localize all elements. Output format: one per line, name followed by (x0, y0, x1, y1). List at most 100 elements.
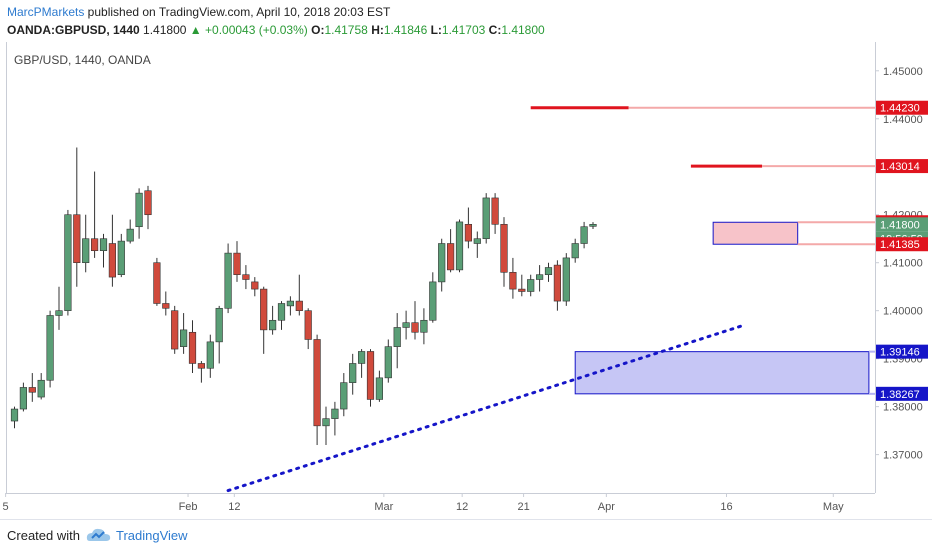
candle (589, 222, 597, 229)
candle-body (251, 281, 259, 290)
ascending-trendline (226, 323, 746, 493)
candle (197, 361, 206, 383)
y-tick-label: 1.45000 (883, 66, 923, 78)
price-level-tag (876, 386, 928, 401)
candle (135, 188, 143, 239)
close-label: C: (488, 23, 502, 37)
candle-body (233, 252, 241, 275)
candle-body (99, 238, 108, 252)
candle (180, 313, 188, 354)
candle-body (455, 221, 464, 271)
x-tick-label: 5 (3, 501, 9, 513)
candle (64, 209, 72, 316)
y-tick-label: 1.38000 (883, 402, 923, 414)
candle-body (446, 243, 455, 271)
candle-body (402, 322, 410, 328)
candle (126, 219, 134, 244)
candle (277, 301, 286, 330)
candle (268, 305, 277, 335)
candle (420, 308, 428, 345)
candle (464, 207, 473, 249)
open-label: O: (311, 23, 325, 37)
high-label: H: (371, 23, 384, 37)
candle (473, 231, 481, 258)
price-level-label: 1.41800 (880, 219, 920, 231)
publish-line: MarcPMarkets published on TradingView.co… (7, 5, 390, 19)
x-tick-label: May (823, 501, 844, 513)
tradingview-cloud-icon (86, 528, 111, 541)
candle (91, 171, 99, 258)
x-tick-label: Feb (179, 501, 198, 513)
candle-body (19, 387, 28, 410)
candle (295, 274, 303, 316)
candle (117, 233, 125, 278)
candle (580, 221, 588, 249)
candle-body (64, 214, 72, 311)
candle (357, 349, 366, 378)
candle-body (108, 243, 116, 278)
candle-body (438, 243, 446, 283)
candle (19, 382, 28, 412)
candle-body (180, 329, 188, 347)
candle-body (393, 327, 401, 347)
candle (171, 305, 179, 354)
low-value: 1.41703 (441, 23, 486, 37)
candle (233, 241, 241, 282)
high-value: 1.41846 (383, 23, 428, 37)
candle-body (535, 274, 544, 280)
candle-body (589, 224, 597, 227)
candle-body (411, 322, 419, 333)
x-tick-label: 21 (517, 501, 529, 513)
chart-header: MarcPMarkets published on TradingView.co… (0, 0, 932, 42)
candle-body (527, 279, 535, 292)
candle (82, 214, 90, 273)
candle-body (171, 310, 179, 350)
candle (28, 373, 36, 402)
candle-body (482, 197, 490, 240)
symbol-line: OANDA:GBPUSD, 1440 1.41800 ▲ +0.00043 (+… (7, 23, 545, 37)
candle-body (349, 363, 357, 383)
demand-zone-box (574, 351, 870, 395)
x-tick-label: Mar (374, 501, 393, 513)
published-text: published on TradingView.com, April 10, … (84, 5, 391, 19)
candle (10, 406, 19, 429)
candle (144, 185, 152, 230)
candle (375, 370, 384, 402)
candle-body (491, 197, 499, 225)
candle-body (242, 274, 250, 280)
candle-body (509, 271, 517, 290)
price-level-label: 1.38267 (880, 389, 920, 401)
candle (215, 305, 223, 364)
price-chart[interactable]: GBP/USD, 1440, OANDA1.450001.440001.4300… (0, 42, 932, 519)
candle-body (126, 228, 134, 242)
price-level-tag (876, 237, 928, 252)
candle (562, 253, 570, 306)
candle (73, 147, 81, 287)
candle-body (188, 331, 197, 364)
candle-body (135, 192, 143, 228)
tradingview-brand-link[interactable]: TradingView (116, 528, 188, 543)
candle (384, 339, 392, 383)
candle (286, 296, 295, 316)
candle-body (197, 363, 206, 369)
price-level-tag (876, 159, 928, 174)
chart-title: GBP/USD, 1440, OANDA (14, 53, 151, 67)
candle-body (553, 264, 561, 302)
x-tick-label: 12 (456, 501, 468, 513)
candle-body (420, 319, 428, 333)
candle (304, 308, 312, 350)
price-level-label: 1.41385 (880, 239, 920, 251)
candle (55, 286, 63, 330)
candle-body (366, 351, 375, 400)
y-tick-label: 1.44000 (883, 114, 923, 126)
candle-body (91, 238, 99, 252)
candle-body (571, 243, 579, 259)
candle-body (55, 310, 63, 316)
price-level-label: 1.39146 (880, 347, 920, 359)
author-link[interactable]: MarcPMarkets (7, 5, 85, 19)
candle (509, 257, 517, 299)
low-label: L: (430, 23, 442, 37)
candle (429, 272, 437, 323)
y-tick-label: 1.40000 (883, 306, 923, 318)
x-tick-label: 12 (228, 501, 240, 513)
